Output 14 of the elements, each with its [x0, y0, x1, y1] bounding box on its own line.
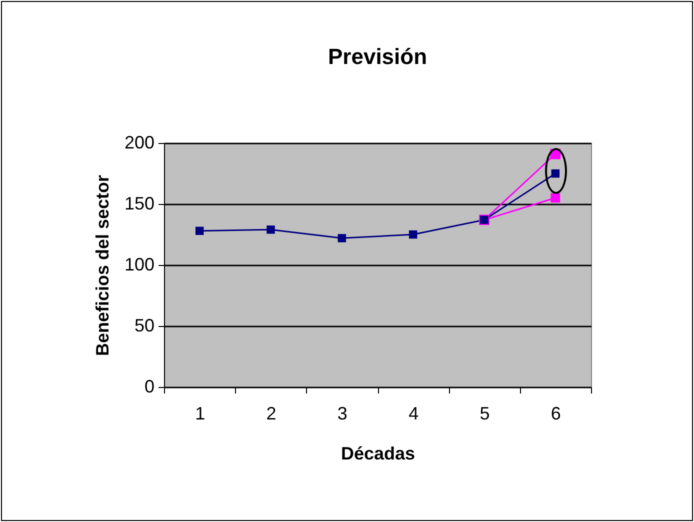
y-axis-title: Beneficios del sector [92, 174, 112, 356]
x-tick-label: 1 [195, 404, 206, 424]
y-tick-label: 50 [134, 316, 154, 336]
x-tick-label: 4 [408, 404, 419, 424]
x-axis-title: Décadas [340, 444, 416, 464]
x-tick-label: 2 [266, 404, 276, 424]
x-tick-label: 5 [480, 404, 490, 424]
y-tick-label: 200 [124, 132, 154, 152]
y-tick-label: 0 [144, 376, 154, 396]
y-tick-label: 100 [124, 254, 154, 274]
chart-title: Previsión [328, 44, 428, 69]
y-tick-label: 150 [124, 194, 154, 214]
x-tick-label: 3 [337, 404, 348, 424]
x-tick-label: 6 [550, 404, 561, 424]
